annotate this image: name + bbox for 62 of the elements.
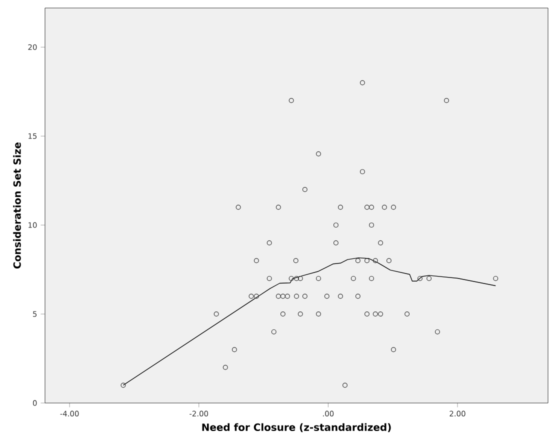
point (302, 294, 308, 299)
point (390, 204, 396, 210)
point (236, 204, 241, 210)
point (298, 312, 303, 317)
point (293, 258, 298, 264)
point (369, 222, 374, 228)
point (355, 258, 360, 264)
point (418, 276, 422, 281)
point (294, 276, 299, 281)
point (360, 80, 365, 86)
line-series (122, 257, 496, 386)
point (284, 294, 290, 299)
point (364, 204, 370, 210)
y-axis-title: Consideration Set Size (13, 142, 21, 269)
point (390, 347, 396, 352)
point (280, 312, 286, 317)
point (364, 312, 370, 317)
point (404, 312, 410, 317)
point (342, 382, 348, 388)
point (378, 312, 384, 317)
point (222, 364, 228, 370)
point (254, 258, 259, 264)
point (372, 312, 378, 317)
point (302, 186, 308, 192)
point (276, 294, 281, 299)
point (338, 204, 343, 210)
point (288, 98, 294, 104)
point (369, 276, 374, 281)
point (355, 294, 360, 299)
point (333, 240, 338, 246)
point (298, 276, 303, 281)
point (493, 276, 498, 281)
point (316, 276, 321, 281)
point (276, 204, 281, 210)
point (360, 169, 365, 174)
point (316, 151, 321, 156)
point (338, 294, 343, 299)
point (372, 258, 378, 264)
point (369, 204, 374, 210)
point (364, 258, 370, 264)
point (266, 240, 272, 246)
point (426, 276, 432, 281)
point (254, 294, 259, 299)
point (386, 258, 392, 264)
point (378, 240, 384, 246)
point (350, 276, 356, 281)
point (280, 294, 286, 299)
point (382, 204, 387, 210)
point (266, 276, 272, 281)
point (316, 312, 321, 317)
point (214, 312, 219, 317)
point (120, 382, 126, 388)
point (232, 347, 237, 352)
point (444, 98, 449, 104)
point (271, 329, 276, 334)
point (294, 294, 299, 299)
point (324, 294, 330, 299)
point (333, 222, 338, 228)
point (288, 276, 294, 281)
point (434, 329, 440, 334)
point (248, 294, 254, 299)
x-axis-title: Need for Closure (z-standardized) (202, 423, 391, 432)
